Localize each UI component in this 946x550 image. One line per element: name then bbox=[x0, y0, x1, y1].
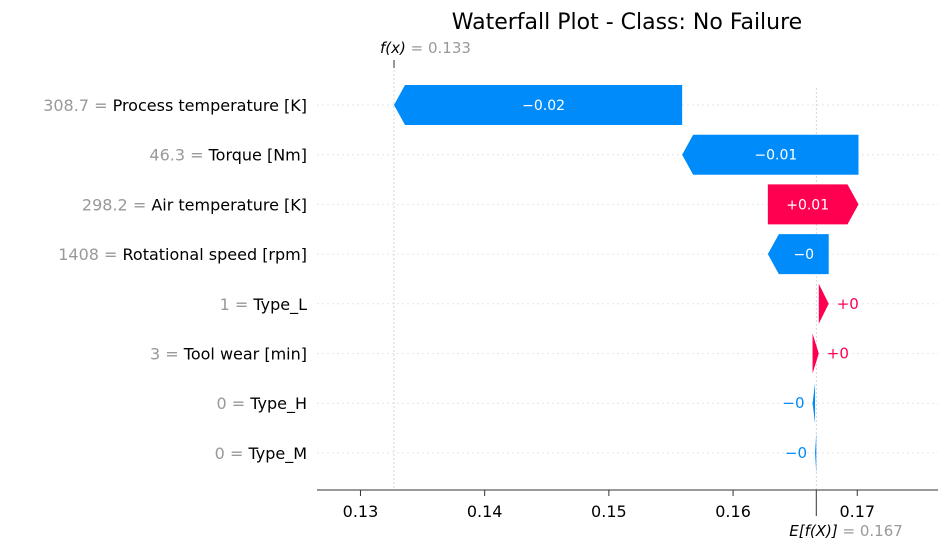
bars: −0.02 −0.01 +0.01 −0 +0 +0 −0 −0 bbox=[394, 85, 859, 473]
x-tick-label: 0.13 bbox=[343, 502, 379, 521]
feature-value: 3 = bbox=[150, 345, 184, 364]
feature-label: 0 = Type_M bbox=[215, 444, 307, 464]
x-tick-label: 0.17 bbox=[839, 502, 875, 521]
feature-label: 298.2 = Air temperature [K] bbox=[82, 195, 307, 214]
feature-value: 1 = bbox=[220, 295, 254, 314]
x-tick-label: 0.14 bbox=[467, 502, 503, 521]
reference-lines bbox=[393, 60, 817, 490]
waterfall-bar bbox=[394, 85, 683, 125]
waterfall-bar bbox=[682, 134, 859, 175]
waterfall-bar bbox=[767, 184, 859, 225]
bar-label: +0 bbox=[827, 345, 849, 363]
feature-label: 46.3 = Torque [Nm] bbox=[149, 146, 307, 165]
feature-value: 1408 = bbox=[58, 245, 122, 264]
feature-name: Type_L bbox=[252, 295, 307, 315]
bar-label: −0 bbox=[785, 444, 807, 462]
feature-name: Torque [Nm] bbox=[208, 146, 307, 165]
bar-label: −0 bbox=[793, 247, 814, 263]
ef-name: E[f(X)] bbox=[789, 522, 838, 540]
feature-label: 0 = Type_H bbox=[216, 394, 307, 414]
fx-value: = 0.133 bbox=[406, 39, 471, 57]
waterfall-bar bbox=[815, 432, 817, 473]
x-tick-label: 0.15 bbox=[591, 502, 627, 521]
waterfall-bar bbox=[818, 283, 829, 324]
fx-name: f(x) bbox=[380, 39, 406, 57]
feature-name: Process temperature [K] bbox=[113, 96, 307, 115]
feature-value: 0 = bbox=[215, 444, 249, 463]
waterfall-bar bbox=[812, 383, 816, 424]
feature-label: 1 = Type_L bbox=[220, 295, 308, 315]
feature-labels: 308.7 = Process temperature [K] 46.3 = To… bbox=[43, 96, 307, 464]
waterfall-bar bbox=[767, 234, 829, 275]
feature-label: 1408 = Rotational speed [rpm] bbox=[58, 245, 307, 264]
feature-value: 308.7 = bbox=[43, 96, 112, 115]
feature-value: 298.2 = bbox=[82, 195, 151, 214]
feature-value: 0 = bbox=[216, 394, 250, 413]
bar-label: −0.01 bbox=[754, 148, 797, 164]
waterfall-bar bbox=[812, 333, 819, 374]
feature-name: Type_M bbox=[247, 444, 307, 464]
feature-value: 46.3 = bbox=[149, 146, 208, 165]
feature-name: Tool wear [min] bbox=[183, 345, 307, 364]
chart-title: Waterfall Plot - Class: No Failure bbox=[452, 10, 802, 35]
feature-name: Rotational speed [rpm] bbox=[123, 245, 307, 264]
bar-label: +0.01 bbox=[786, 197, 829, 213]
fx-annotation: f(x) = 0.133 bbox=[380, 39, 471, 57]
x-tick-label: 0.16 bbox=[715, 502, 751, 521]
feature-label: 3 = Tool wear [min] bbox=[150, 345, 307, 364]
feature-name: Air temperature [K] bbox=[151, 195, 307, 214]
bar-label: +0 bbox=[837, 295, 859, 313]
x-axis: 0.13 0.14 0.15 0.16 0.17 bbox=[317, 489, 938, 521]
bar-label: −0.02 bbox=[522, 98, 565, 114]
expected-value-annotation: E[f(X)] = 0.167 bbox=[789, 522, 903, 540]
ef-value: = 0.167 bbox=[838, 522, 903, 540]
feature-name: Type_H bbox=[249, 394, 307, 414]
bar-label: −0 bbox=[782, 394, 804, 412]
feature-label: 308.7 = Process temperature [K] bbox=[43, 96, 307, 115]
